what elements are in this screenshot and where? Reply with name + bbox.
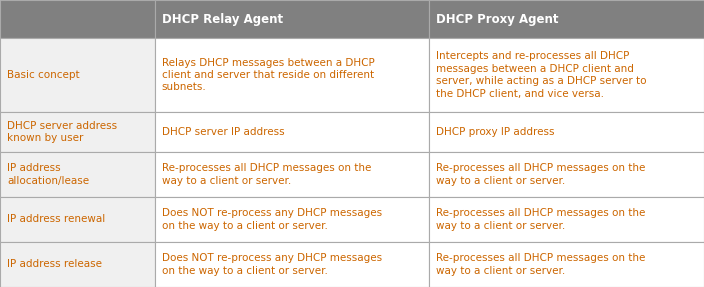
Bar: [0, 0, 155, 38]
Text: DHCP proxy IP address: DHCP proxy IP address: [436, 127, 555, 137]
Text: DHCP Proxy Agent: DHCP Proxy Agent: [436, 13, 559, 26]
Text: Relays DHCP messages between a DHCP
client and server that reside on different
s: Relays DHCP messages between a DHCP clie…: [162, 58, 375, 92]
Text: DHCP server IP address: DHCP server IP address: [162, 127, 284, 137]
Bar: [0, 242, 155, 287]
Text: Re-processes all DHCP messages on the
way to a client or server.: Re-processes all DHCP messages on the wa…: [436, 253, 646, 276]
Bar: [0, 152, 155, 197]
Text: IP address renewal: IP address renewal: [7, 214, 106, 224]
Bar: [429, 152, 704, 197]
Bar: [429, 0, 704, 38]
Bar: [155, 0, 429, 38]
Bar: [0, 112, 155, 152]
Bar: [155, 112, 429, 152]
Bar: [155, 152, 429, 197]
Text: IP address
allocation/lease: IP address allocation/lease: [7, 163, 89, 186]
Text: Re-processes all DHCP messages on the
way to a client or server.: Re-processes all DHCP messages on the wa…: [436, 163, 646, 186]
Text: DHCP Relay Agent: DHCP Relay Agent: [162, 13, 283, 26]
Bar: [0, 38, 155, 112]
Bar: [429, 242, 704, 287]
Text: Does NOT re-process any DHCP messages
on the way to a client or server.: Does NOT re-process any DHCP messages on…: [162, 208, 382, 231]
Bar: [155, 242, 429, 287]
Bar: [155, 197, 429, 242]
Text: Does NOT re-process any DHCP messages
on the way to a client or server.: Does NOT re-process any DHCP messages on…: [162, 253, 382, 276]
Text: Re-processes all DHCP messages on the
way to a client or server.: Re-processes all DHCP messages on the wa…: [436, 208, 646, 231]
Text: Basic concept: Basic concept: [7, 70, 80, 80]
Bar: [429, 38, 704, 112]
Text: Intercepts and re-processes all DHCP
messages between a DHCP client and
server, : Intercepts and re-processes all DHCP mes…: [436, 51, 647, 99]
Bar: [155, 38, 429, 112]
Bar: [0, 197, 155, 242]
Bar: [429, 112, 704, 152]
Bar: [429, 197, 704, 242]
Text: IP address release: IP address release: [7, 259, 102, 269]
Text: DHCP server address
known by user: DHCP server address known by user: [7, 121, 117, 143]
Text: Re-processes all DHCP messages on the
way to a client or server.: Re-processes all DHCP messages on the wa…: [162, 163, 371, 186]
